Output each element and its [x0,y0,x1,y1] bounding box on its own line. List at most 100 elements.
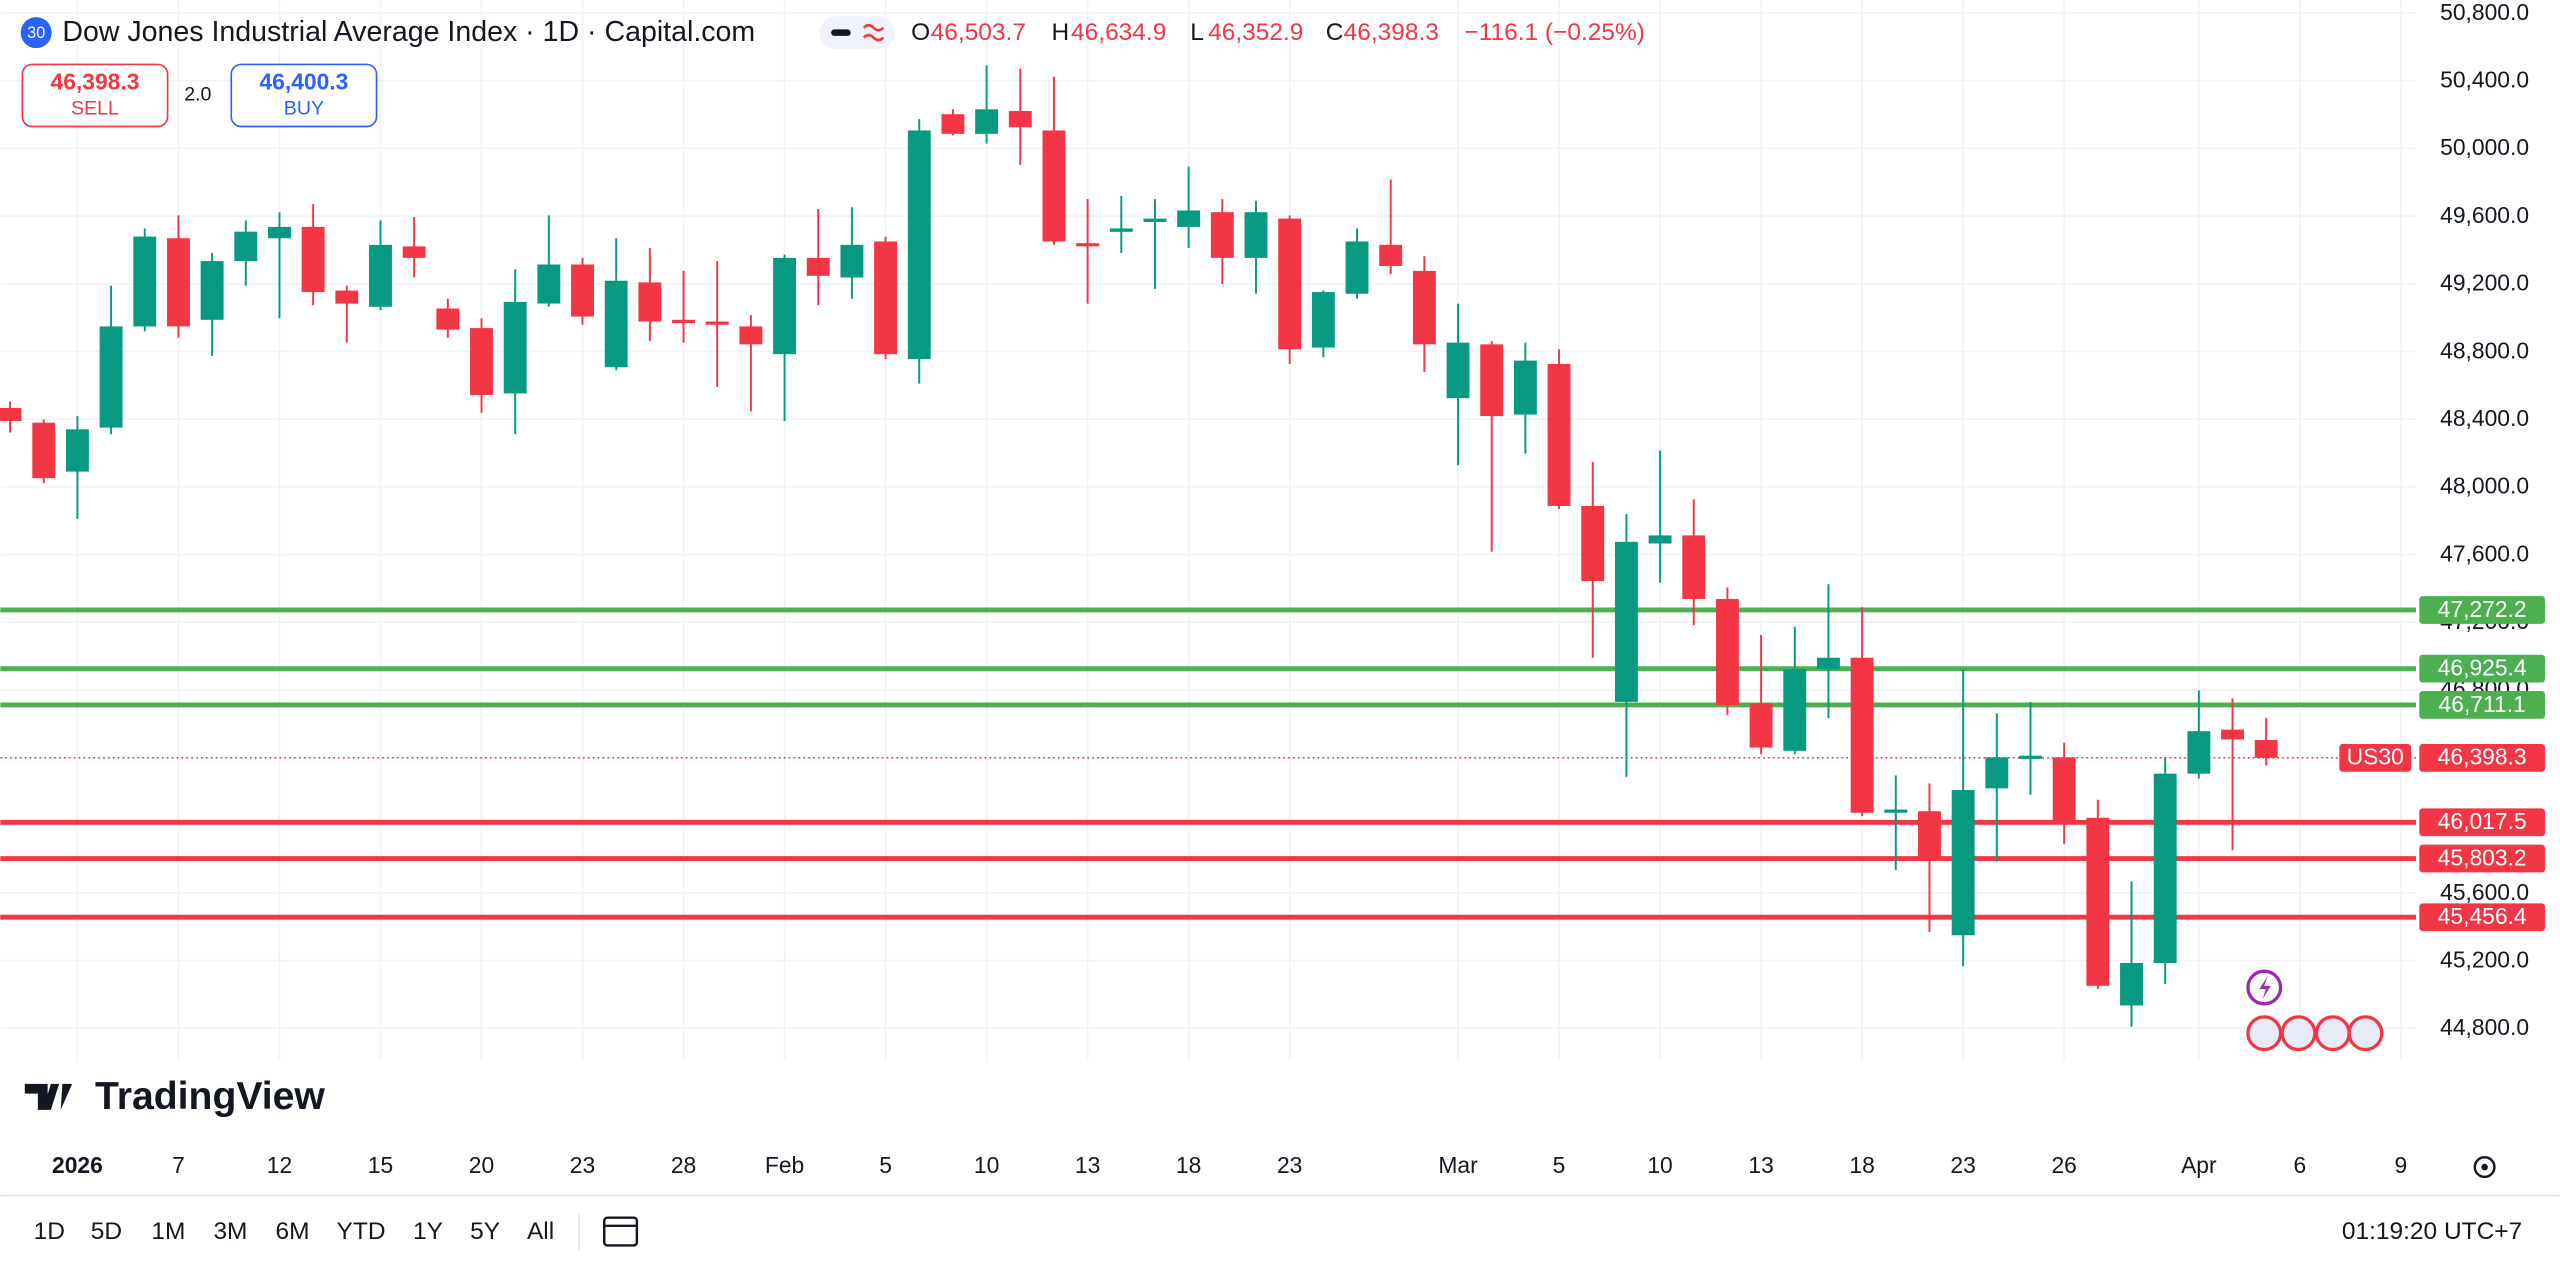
range-button[interactable]: 1D [34,1218,65,1245]
candle-body[interactable] [2120,962,2143,1006]
flag-icon[interactable] [2280,1015,2317,1052]
y-tick-label: 50,800.0 [2440,0,2529,25]
candle-body[interactable] [1547,363,1571,506]
flag-icon[interactable] [2347,1015,2384,1052]
candle-body[interactable] [1816,657,1840,670]
level-label: 46,017.5 [2438,808,2527,834]
candle-body[interactable] [32,422,56,479]
candle-body[interactable] [268,226,291,239]
candle-body[interactable] [1109,228,1133,232]
buy-button[interactable] [230,63,378,128]
range-button[interactable]: 5Y [470,1218,500,1245]
candle-body[interactable] [975,109,999,134]
candle-body[interactable] [941,114,965,134]
candle-body[interactable] [1278,218,1302,350]
candle-body[interactable] [840,244,864,278]
range-button[interactable]: All [527,1218,554,1245]
range-button[interactable]: 1Y [413,1218,443,1245]
settings-icon[interactable] [2473,1156,2496,1179]
y-tick-label: 44,800.0 [2440,1014,2529,1040]
candle-body[interactable] [1918,811,1941,861]
candle-body[interactable] [2254,740,2278,758]
candle-body[interactable] [1749,703,1773,748]
candle-body[interactable] [402,246,426,258]
candle-body[interactable] [1581,505,1605,582]
candle-body[interactable] [1412,270,1436,345]
range-button[interactable]: 3M [213,1218,247,1245]
candle-body[interactable] [1177,210,1201,227]
range-button[interactable]: 6M [275,1218,309,1245]
candle-body[interactable] [672,319,695,324]
candle-body[interactable] [2221,729,2244,740]
candle-body[interactable] [1884,809,1908,813]
candle-body[interactable] [503,301,527,394]
candle-body[interactable] [1951,790,1975,936]
candle-body[interactable] [1311,292,1335,348]
candle-body[interactable] [1008,111,1032,128]
candle-body[interactable] [436,308,460,330]
candle-body[interactable] [2052,757,2076,822]
candle-body[interactable] [1783,669,1807,751]
candle-body[interactable] [166,238,190,327]
candle-body[interactable] [301,226,325,293]
candle-body[interactable] [234,231,258,262]
candle-body[interactable] [369,244,392,307]
candle-body[interactable] [65,429,89,472]
candle-body[interactable] [1682,535,1706,600]
ohlc-value: 46,634.9 [1071,19,1166,46]
candle-body[interactable] [1042,130,1066,242]
sell-button[interactable] [21,63,169,128]
candle-body[interactable] [1143,218,1167,223]
ohlc-value: 46,352.9 [1208,19,1303,46]
candle-body[interactable] [470,328,493,395]
candle-body[interactable] [638,282,662,322]
logo-text[interactable]: TradingView [95,1075,325,1118]
candle-body[interactable] [1648,535,1672,544]
candle-body[interactable] [1076,243,1100,247]
candle-body[interactable] [874,241,898,355]
x-tick-label: 23 [1277,1152,1302,1178]
candle-body[interactable] [2086,817,2110,986]
candle-body[interactable] [1850,657,1874,813]
candle-body[interactable] [1244,212,1268,258]
candle-body[interactable] [2019,755,2042,759]
candle-body[interactable] [0,407,22,422]
candle-body[interactable] [2153,773,2177,963]
flag-icon[interactable] [2314,1015,2351,1052]
candle-body[interactable] [537,264,561,304]
symbol-title[interactable]: Dow Jones Industrial Average Index · 1D … [62,16,755,48]
indicator-pill[interactable] [819,16,895,49]
y-tick-label: 49,600.0 [2440,202,2529,228]
range-button[interactable]: YTD [337,1218,386,1245]
y-tick-label: 49,200.0 [2440,270,2529,296]
candle-body[interactable] [200,261,224,320]
range-button[interactable]: 5D [91,1218,122,1245]
candle-body[interactable] [1480,344,1504,417]
y-tick-label: 47,600.0 [2440,540,2529,566]
candle-body[interactable] [335,290,359,304]
candle-body[interactable] [705,321,729,325]
candle-body[interactable] [1715,599,1739,706]
candle-body[interactable] [907,130,931,360]
candle-body[interactable] [604,280,628,368]
candle-body[interactable] [1379,244,1403,267]
candle-body[interactable] [99,326,123,428]
candle-body[interactable] [571,264,594,317]
flag-icon[interactable] [2246,1015,2283,1052]
x-tick-label: 26 [2051,1152,2076,1178]
candle-body[interactable] [133,236,157,327]
candle-body[interactable] [806,257,830,276]
candle-body[interactable] [1210,212,1234,258]
candle-body[interactable] [739,326,763,345]
candle-body[interactable] [2187,731,2211,774]
candle-body[interactable] [1614,541,1638,702]
candle-body[interactable] [1513,360,1537,415]
y-tick-label: 48,800.0 [2440,337,2529,363]
range-button[interactable]: 1M [151,1218,185,1245]
candle-body[interactable] [773,257,797,355]
candle-body[interactable] [1446,342,1470,399]
buy-label: BUY [284,98,324,120]
candle-body[interactable] [1345,241,1369,294]
candle-body[interactable] [1985,757,2009,789]
calendar-button[interactable] [603,1216,639,1247]
